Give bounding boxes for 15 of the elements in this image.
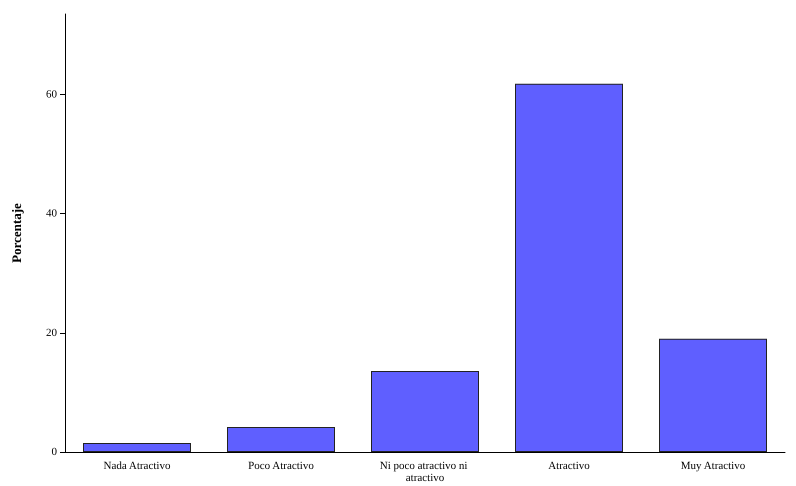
x-tick-label: Poco Atractivo <box>248 460 314 472</box>
x-tick-label: Ni poco atractivo ni atractivo <box>380 460 470 484</box>
y-axis-title: Porcentaje <box>9 202 24 263</box>
bar <box>515 84 623 452</box>
y-tick-label: 0 <box>52 446 58 458</box>
y-tick-label: 40 <box>46 208 58 220</box>
x-tick-label: Atractivo <box>548 460 590 472</box>
bar <box>659 338 767 452</box>
bar <box>371 370 479 452</box>
x-tick-label: Nada Atractivo <box>104 460 171 472</box>
y-tick-label: 60 <box>46 88 58 100</box>
bar <box>227 426 335 452</box>
y-tick-label: 20 <box>46 326 58 339</box>
x-tick-label: Muy Atractivo <box>680 460 746 472</box>
bar <box>83 443 191 452</box>
